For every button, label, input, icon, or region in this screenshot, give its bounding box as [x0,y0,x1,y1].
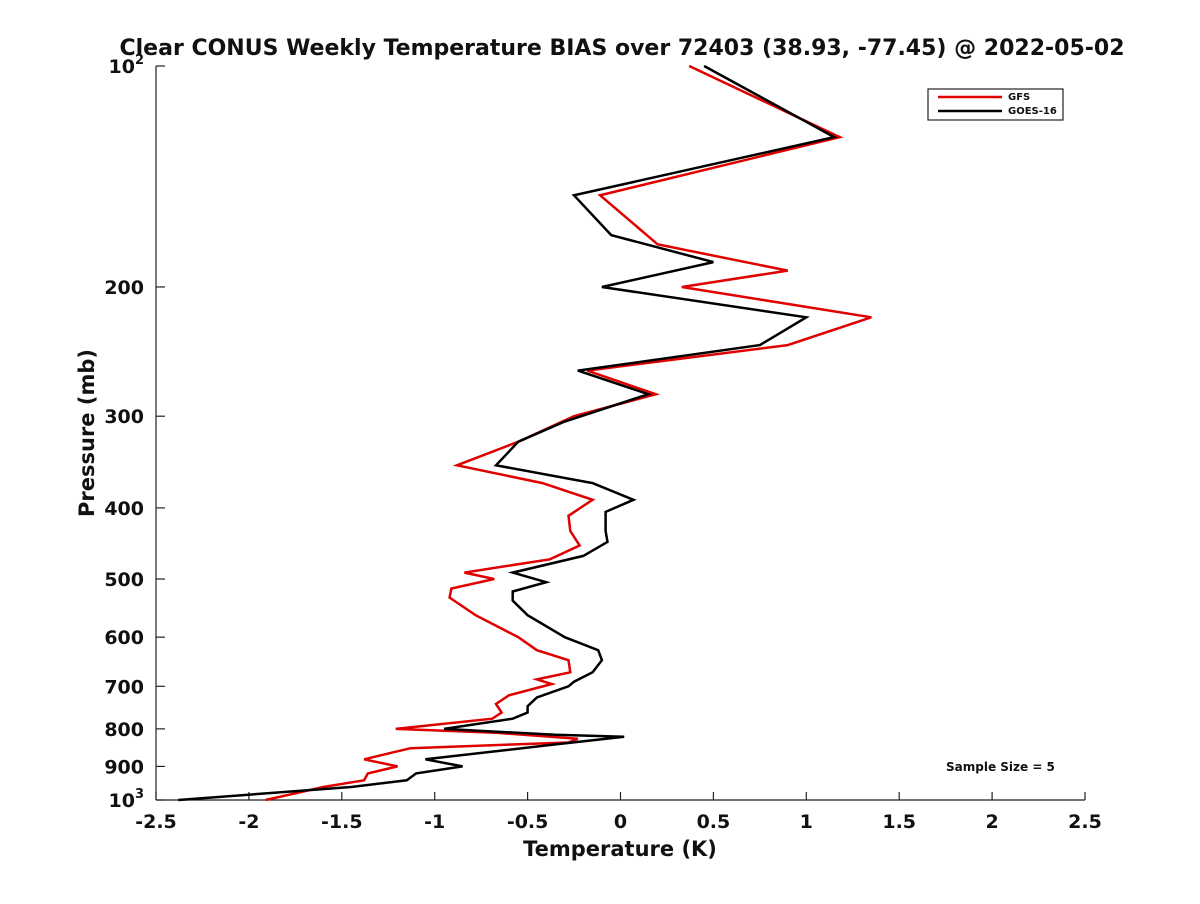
y-tick-label: 800 [104,719,144,741]
sample-size-annotation: Sample Size = 5 [946,760,1055,774]
x-tick-label: 0.5 [697,811,731,833]
y-tick-label: 300 [104,406,144,428]
x-axis-ticks: -2.5 -2 -1.5 -1 -0.5 0 0.5 1 1.5 2 2.5 [135,792,1102,833]
legend-label-goes16: GOES-16 [1008,106,1057,117]
legend-label-gfs: GFS [1008,92,1030,103]
y-tick-label: 700 [104,676,144,698]
series-line-goes16 [178,64,838,802]
y-tick-base: 10 [109,56,135,78]
x-tick-label: -1.5 [321,811,363,833]
y-tick-exponent: 3 [135,787,144,802]
series-lines [178,64,872,802]
x-tick-label: -1 [424,811,445,833]
y-axis-title: Pressure (mb) [75,349,99,517]
y-tick-label: 600 [104,627,144,649]
y-tick-label: 103 [109,787,145,812]
y-tick-label: 500 [104,569,144,591]
chart-title: Clear CONUS Weekly Temperature BIAS over… [119,36,1124,61]
x-tick-label: -2 [238,811,259,833]
y-tick-base: 10 [109,790,135,812]
x-tick-label: 2 [985,811,998,833]
series-line-gfs [265,64,872,802]
y-tick-label: 400 [104,498,144,520]
x-axis-title: Temperature (K) [523,837,717,861]
y-tick-label: 900 [104,756,144,778]
x-tick-label: -2.5 [135,811,177,833]
y-tick-label: 102 [109,53,145,78]
x-tick-label: 1 [800,811,813,833]
legend-box [927,88,1064,121]
x-tick-label: 2.5 [1068,811,1102,833]
legend: GFS GOES-16 [927,88,1064,121]
y-tick-exponent: 2 [135,53,144,68]
x-tick-label: 0 [614,811,627,833]
y-tick-label: 200 [104,277,144,299]
x-tick-label: -0.5 [507,811,549,833]
x-tick-label: 1.5 [882,811,916,833]
plot-area: -2.5 -2 -1.5 -1 -0.5 0 0.5 1 1.5 2 2.5 10220030040… [104,53,1102,833]
